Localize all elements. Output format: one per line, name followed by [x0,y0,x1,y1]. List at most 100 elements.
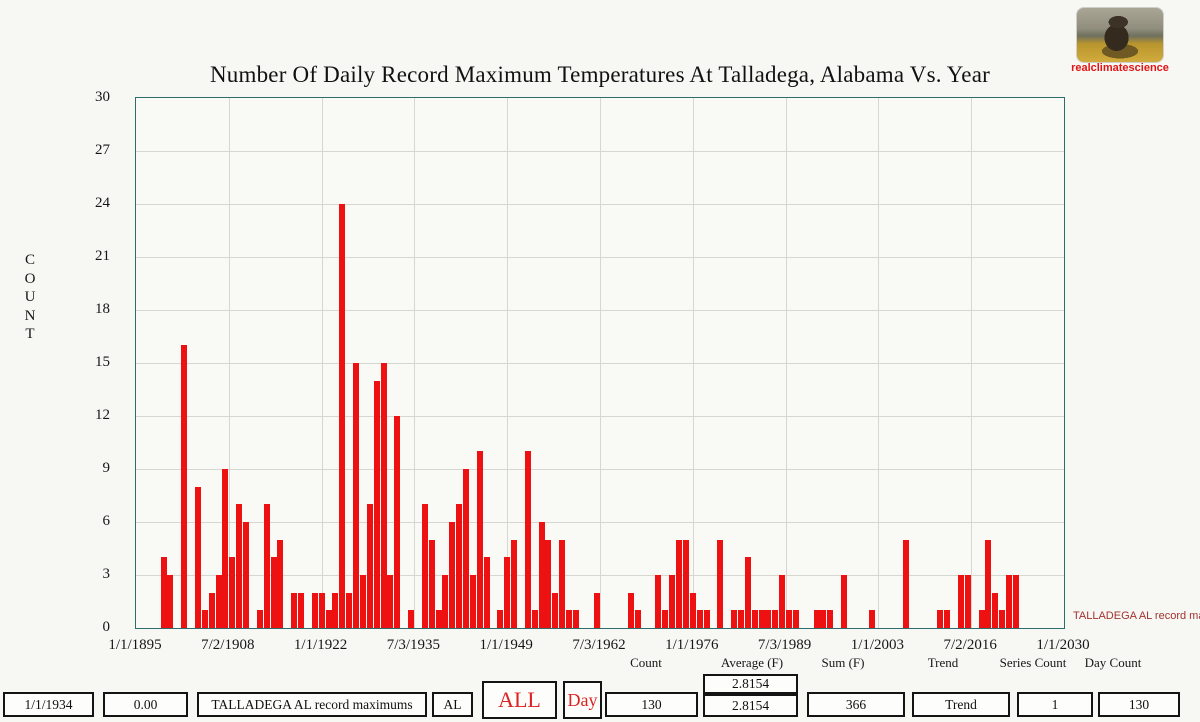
bar-1986 [758,610,765,628]
y-tick-label: 0 [102,619,111,635]
bar-1946 [483,557,490,628]
bar-1931 [380,363,387,628]
y-tick-label: 24 [95,195,110,211]
bar-1974 [676,539,683,628]
x-tick-label: 1/1/1949 [479,637,533,653]
bar-1958 [566,610,573,628]
value-input[interactable]: 0.00 [103,692,188,717]
x-tick-label: 7/3/1935 [386,637,441,653]
x-tick-label: 7/3/1962 [572,637,626,653]
bar-1955 [545,539,552,628]
bar-1902 [181,345,188,628]
v-gridline [878,98,880,628]
bar-1939 [435,610,442,628]
series-name-input[interactable]: TALLADEGA AL record maximums [197,692,427,717]
y-tick-label: 3 [102,566,111,582]
average-value-top[interactable]: 2.8154 [703,674,798,694]
y-axis-title: C O U N T [24,252,36,342]
series-count-value[interactable]: 1 [1017,692,1093,717]
chart-title: Number Of Daily Record Maximum Temperatu… [210,62,990,87]
bar-1941 [449,522,456,628]
site-logo-text: realclimatescience [1071,62,1169,74]
bar-1987 [765,610,772,628]
bar-1904 [194,486,201,628]
x-tick-label: 1/1/2003 [850,637,905,653]
bar-1926 [346,592,353,628]
bar-1943 [463,469,469,628]
bar-1908 [222,469,229,628]
v-gridline [414,98,416,628]
bar-1938 [428,539,435,628]
all-button[interactable]: ALL [482,681,557,719]
state-input[interactable]: AL [432,692,473,717]
y-tick-label: 27 [95,142,110,158]
bar-1945 [476,451,483,628]
bar-2015 [957,575,964,628]
bar-1919 [298,592,304,628]
average-value[interactable]: 2.8154 [703,694,798,717]
bar-1918 [291,592,298,628]
bar-1985 [751,610,758,628]
trend-mode-button[interactable]: Trend [912,692,1010,717]
v-gridline [600,98,601,628]
bar-1968 [634,610,641,628]
bar-1935 [408,610,414,628]
bar-1978 [703,610,710,628]
bar-1988 [772,610,779,628]
bar-1989 [779,575,786,628]
bar-1916 [277,539,284,628]
bar-1976 [689,592,696,628]
day-count-value[interactable]: 130 [1098,692,1180,717]
bar-1984 [744,557,751,628]
bar-1995 [820,610,827,628]
bar-1971 [655,575,662,628]
bar-1942 [456,504,463,628]
bar-1962 [593,592,600,628]
bar-1906 [208,592,215,628]
bar-1929 [366,504,373,628]
bar-1907 [215,575,222,628]
bar-1930 [373,380,380,628]
bar-1913 [256,610,263,628]
bar-1972 [662,610,669,628]
bar-1952 [524,451,531,628]
stat-label-count: Count [630,655,662,670]
bar-1940 [442,575,449,628]
bar-2013 [944,610,951,628]
bar-2007 [902,539,909,628]
stat-label-sum-f-: Sum (F) [821,655,865,670]
bar-1954 [538,522,545,628]
x-tick-label: 7/2/2016 [943,637,997,653]
v-gridline [785,98,787,628]
bar-1956 [552,592,559,628]
bar-1914 [263,504,270,628]
bar-1950 [511,539,518,628]
bar-1977 [696,610,703,628]
bar-1921 [311,592,318,628]
count-value[interactable]: 130 [605,692,698,717]
bar-1922 [318,592,325,628]
bar-1967 [627,592,634,628]
v-gridline [228,98,230,628]
sum-value[interactable]: 366 [807,692,905,717]
y-tick-label: 21 [95,248,110,264]
bar-2021 [999,610,1006,628]
bar-1915 [270,557,277,628]
day-button[interactable]: Day [563,681,602,719]
v-gridline [507,98,509,628]
bar-2020 [992,592,999,628]
bar-2022 [1006,575,1012,628]
bar-2002 [868,610,875,628]
bar-1899 [160,557,167,628]
bar-1973 [669,575,676,628]
bar-1991 [792,610,799,628]
date-input[interactable]: 1/1/1934 [3,692,94,717]
bar-2016 [964,575,971,628]
bar-1975 [682,539,689,628]
bar-1925 [339,204,346,628]
x-tick-label: 1/1/1895 [108,637,162,653]
x-tick-label: 1/1/1976 [665,637,719,653]
site-logo-dog-photo [1076,7,1164,63]
bar-1983 [737,610,744,628]
x-tick-label: 7/2/1908 [201,637,255,653]
